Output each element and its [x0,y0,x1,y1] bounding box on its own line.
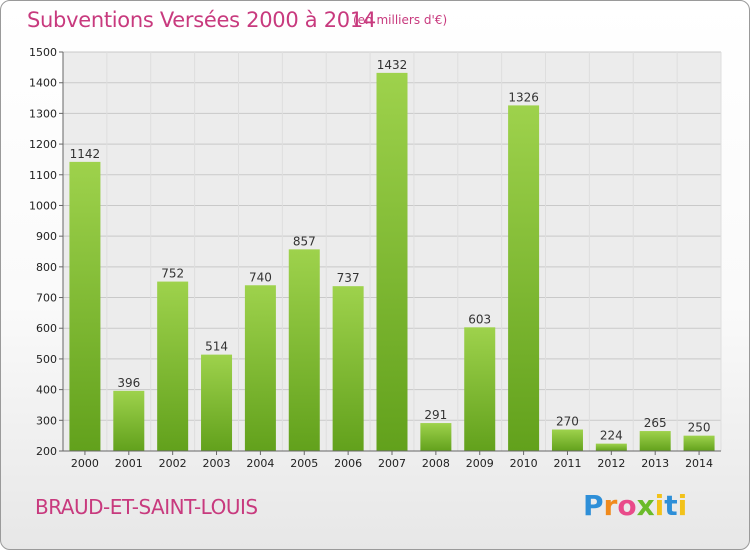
y-tick-label: 200 [36,445,57,458]
data-label-2013: 265 [644,416,667,430]
data-label-2004: 740 [249,270,272,284]
bar-2003 [201,354,233,451]
chart-subtitle: (en milliers d'€) [353,13,448,27]
y-tick-label: 700 [36,292,57,305]
x-tick-label-2013: 2013 [641,457,669,470]
y-tick-label: 900 [36,230,57,243]
x-tick-label-2005: 2005 [290,457,318,470]
x-tick-label-2003: 2003 [203,457,231,470]
data-label-2003: 514 [205,340,228,354]
chart-title: Subventions Versées 2000 à 2014 [27,8,376,32]
y-tick-label: 1300 [29,107,57,120]
x-tick-label-2012: 2012 [597,457,625,470]
bar-2010 [508,105,540,452]
bar-2005 [288,249,320,451]
y-tick-label: 1200 [29,138,57,151]
y-tick-label: 1100 [29,169,57,182]
y-tick-label: 300 [36,414,57,427]
place-name: BRAUD-ET-SAINT-LOUIS [35,495,258,519]
data-label-2012: 224 [600,429,623,443]
bar-2001 [113,390,145,451]
bar-2013 [639,431,671,451]
data-label-2006: 737 [337,271,360,285]
y-tick-label: 800 [36,261,57,274]
x-tick-label-2008: 2008 [422,457,450,470]
x-tick-label-2007: 2007 [378,457,406,470]
data-label-2009: 603 [468,312,491,326]
y-tick-label: 500 [36,353,57,366]
data-label-2002: 752 [161,267,184,281]
y-tick-label: 400 [36,384,57,397]
data-label-2010: 1326 [508,90,539,104]
bar-2007 [376,72,408,452]
bar-2004 [244,285,276,451]
y-tick-label: 1400 [29,77,57,90]
data-label-2007: 1432 [377,58,408,72]
bar-2012 [595,443,627,451]
y-tick-label: 600 [36,322,57,335]
bar-2006 [332,286,364,451]
bar-2008 [420,423,452,451]
data-label-2000: 1142 [70,147,101,161]
bar-2009 [464,327,496,451]
x-tick-label-2002: 2002 [159,457,187,470]
x-tick-label-2010: 2010 [510,457,538,470]
bar-2014 [683,435,715,451]
x-tick-label-2009: 2009 [466,457,494,470]
bar-2011 [551,429,583,451]
x-tick-label-2006: 2006 [334,457,362,470]
x-tick-label-2001: 2001 [115,457,143,470]
x-tick-label-2014: 2014 [685,457,713,470]
bar-2000 [69,161,101,451]
data-label-2008: 291 [424,408,447,422]
bar-2002 [157,281,189,451]
x-tick-label-2004: 2004 [246,457,274,470]
data-label-2001: 396 [117,376,140,390]
data-label-2005: 857 [293,234,316,248]
x-tick-label-2011: 2011 [553,457,581,470]
data-label-2014: 250 [688,421,711,435]
y-tick-label: 1500 [29,46,57,59]
x-tick-label-2000: 2000 [71,457,99,470]
y-tick-label: 1000 [29,199,57,212]
proxiti-logo: Proxiti [583,489,688,522]
data-label-2011: 270 [556,415,579,429]
